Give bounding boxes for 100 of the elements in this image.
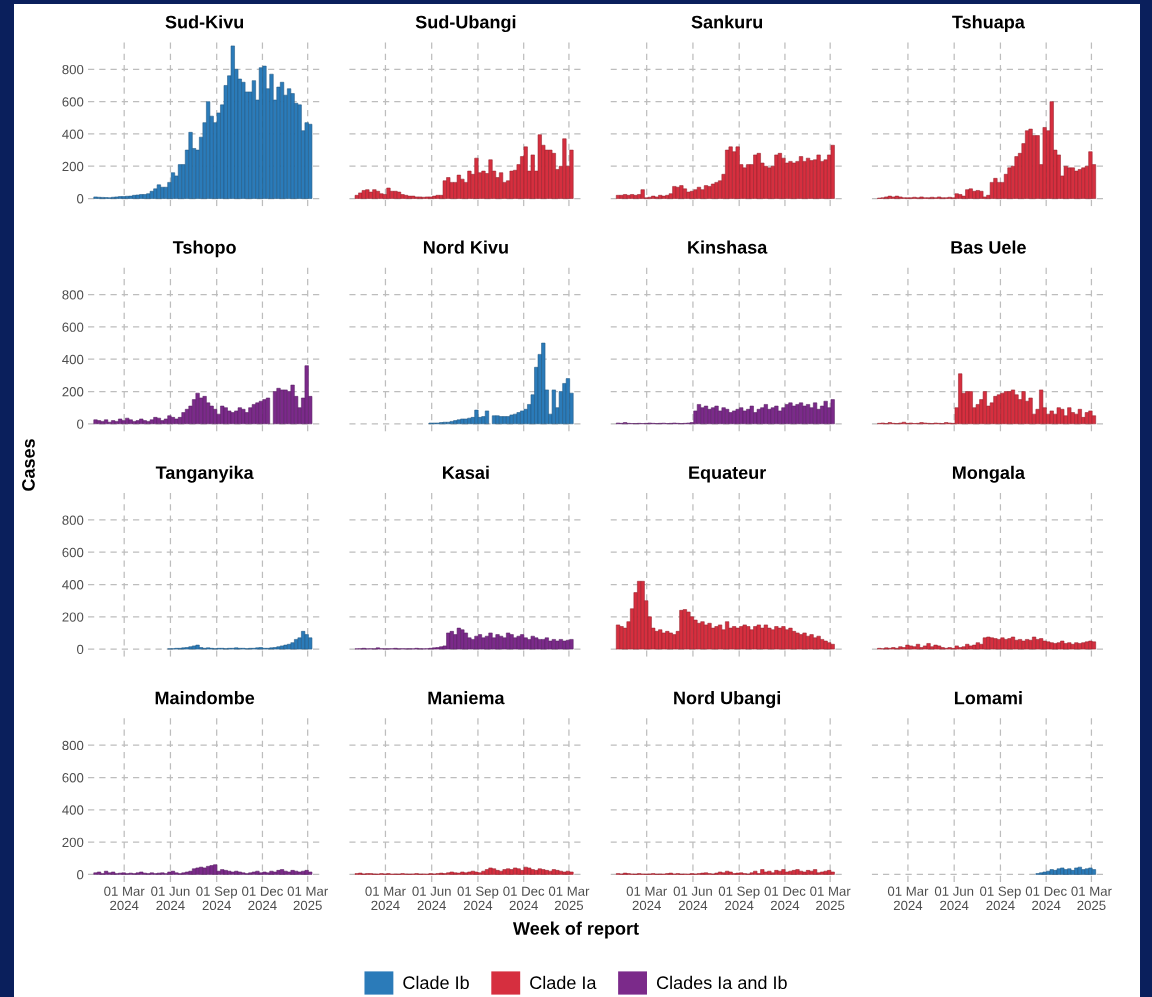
bar [156,184,161,199]
bar [1077,409,1082,425]
bar [1088,410,1093,425]
bar [1063,643,1068,650]
x-tick-label: 01 Dec 2024 [503,886,545,911]
bar [912,646,917,650]
bar [230,45,235,199]
chart-title: Bas Uele [951,240,1026,254]
bar [707,623,712,650]
bar [509,170,514,199]
bar [534,637,539,650]
chart-title: Tanganyika [155,465,254,483]
legend-label: Clade Ib [403,975,469,990]
bar [188,132,193,199]
y-tick-label: 0 [77,419,84,429]
bar [707,186,712,199]
bar [1060,640,1065,650]
chart-title: Equateur [689,466,766,483]
bar [393,190,398,199]
bar [1077,643,1082,650]
bar [184,871,190,875]
chart-title: Tshopo [172,240,236,258]
bar [93,419,98,425]
bar [432,195,437,199]
bar [1032,636,1037,650]
y-tick-label: 0 [77,869,84,880]
bar [968,645,973,650]
bar [735,146,740,199]
bar [474,157,479,199]
bar [111,420,116,425]
bar [813,402,818,425]
bar [308,871,313,875]
chart-title: Lomami [954,691,1022,705]
y-tick-label: 800 [62,64,84,75]
bar [1070,870,1075,875]
bar [276,388,281,425]
y-tick-label: 600 [62,547,84,558]
bar [562,138,567,199]
bar [749,405,754,425]
chart-title: Sud-Kivu [165,15,244,29]
bar [262,65,267,199]
chart-title: Kasai [442,465,489,480]
chart-title: Maniema [428,691,505,705]
bar [1007,638,1012,650]
bar [827,642,832,650]
bar [975,642,980,650]
y-tick-label: 200 [62,837,84,848]
chart-title: Maindombe [155,691,255,705]
y-tick-label: 600 [62,97,84,107]
bar [181,412,186,425]
bar [1014,639,1019,650]
bar [456,627,461,650]
legend-label: Clades Ia and Ib [656,975,787,990]
bar [700,189,705,199]
bar [982,637,987,650]
legend-label: Clade Ia [530,975,597,990]
bar [1046,641,1051,650]
bar [354,195,359,199]
bar [1074,642,1079,650]
bar [707,409,712,425]
bar [922,645,928,650]
x-tick-label: 01 Mar 2024 [887,886,929,911]
bar [795,404,800,425]
bar [1067,868,1072,875]
bar [1014,156,1019,199]
bar [139,418,144,425]
bar [269,73,274,199]
bar [192,645,197,650]
bar [1088,151,1093,199]
bar [290,870,295,875]
bar [537,639,542,650]
chart-title: Mongala [952,465,1026,483]
bar [1070,643,1075,650]
bar [481,637,486,650]
bar [195,392,200,425]
x-tick-label: 01 Sep 2024 [196,886,238,911]
bar [142,420,147,425]
bar [304,365,309,425]
bar [830,144,835,199]
bar [1010,636,1016,650]
chart-title: Sud-Ubangi [415,15,516,33]
bar [280,869,285,875]
bar [304,122,309,199]
y-tick-label: 400 [62,354,84,365]
bar [213,864,218,875]
y-tick-label: 200 [62,612,84,622]
bar [456,174,461,199]
bar [174,418,179,425]
bar [1042,127,1047,199]
bar [630,194,635,199]
y-tick-label: 0 [77,194,84,204]
x-tick-label: 01 Mar 2024 [626,886,668,911]
bar [530,869,535,875]
y-tick-label: 400 [62,129,84,139]
chart-title: Kinshasa [688,240,768,254]
bar [908,645,913,650]
bar [1091,641,1096,650]
bar [435,195,440,199]
x-tick-label: 01 Jun 2024 [412,886,451,911]
bar [199,866,204,875]
